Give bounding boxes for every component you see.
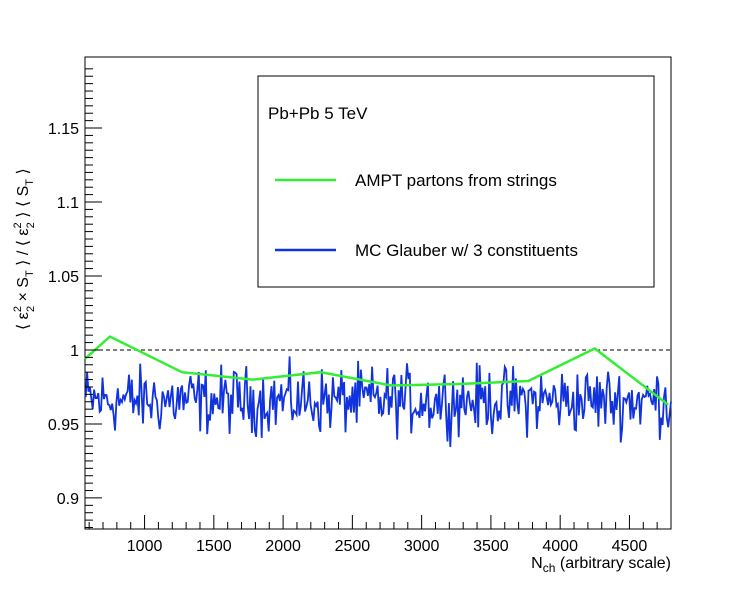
- y-tick-label: 0.9: [57, 491, 79, 508]
- legend-label-glauber: MC Glauber w/ 3 constituents: [355, 241, 578, 260]
- legend-header: Pb+Pb 5 TeV: [268, 104, 368, 123]
- series-line-glauber: [84, 356, 672, 447]
- legend-box: [257, 75, 655, 288]
- x-tick-label: 2000: [265, 538, 301, 555]
- x-tick-label: 3500: [473, 538, 509, 555]
- plot-frame: [84, 56, 672, 530]
- x-axis-title: Nch (arbitrary scale): [531, 555, 671, 575]
- x-tick-label: 1500: [196, 538, 232, 555]
- x-tick-label: 1000: [127, 538, 163, 555]
- series-line-ampt: [84, 335, 669, 406]
- y-tick-label: 0.95: [48, 417, 79, 434]
- x-tick-label: 2500: [335, 538, 371, 555]
- legend: Pb+Pb 5 TeV AMPT partons from strings MC…: [257, 75, 655, 288]
- y-tick-label: 1: [70, 343, 79, 360]
- y-tick-label: 1.1: [57, 195, 79, 212]
- legend-label-ampt: AMPT partons from strings: [355, 171, 557, 190]
- y-tick-label: 1.05: [48, 269, 79, 286]
- x-tick-label: 4500: [612, 538, 648, 555]
- x-tick-label: 3000: [404, 538, 440, 555]
- x-tick-label: 4000: [542, 538, 578, 555]
- y-tick-label: 1.15: [48, 121, 79, 138]
- y-axis-title: ⟨ ε22 × ST ⟩ / ⟨ ε22 ⟩ ⟨ ST ⟩: [12, 168, 37, 330]
